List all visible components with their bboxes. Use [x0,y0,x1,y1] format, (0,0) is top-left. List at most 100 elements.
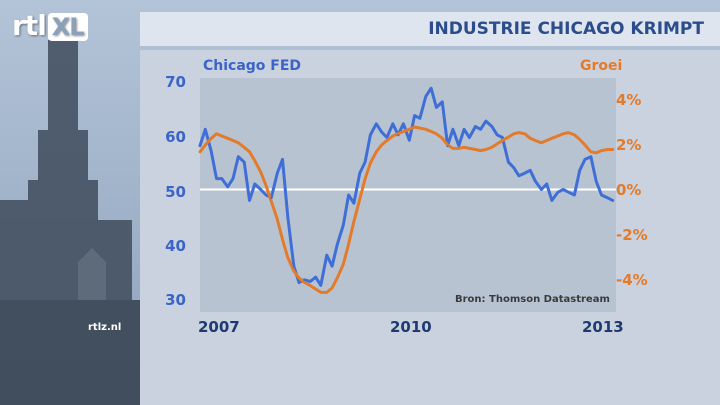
data-point-chicago-fed [303,278,306,282]
data-point-chicago-fed [380,130,383,134]
data-point-groei [545,139,548,142]
data-point-groei [248,150,251,153]
data-point-chicago-fed [594,180,598,183]
data-point-chicago-fed [276,171,279,175]
data-point-groei [451,147,455,150]
data-point-groei [490,146,494,149]
data-point-groei [507,135,510,139]
y-left-tick: 70 [165,73,186,91]
data-point-groei [363,177,367,180]
data-point-groei [276,218,279,221]
data-point-chicago-fed [523,171,527,175]
data-point-chicago-fed [424,95,428,98]
data-point-groei [534,139,537,142]
data-point-chicago-fed [220,177,223,180]
data-point-groei [418,126,422,130]
data-point-groei [215,132,218,135]
data-point-chicago-fed [358,171,361,175]
data-point-chicago-fed [517,174,521,178]
data-point-groei [319,291,323,294]
data-point-chicago-fed [413,114,416,117]
data-point-groei [309,284,312,287]
data-point-groei [523,132,527,135]
data-point-chicago-fed [286,215,290,219]
data-point-groei [391,134,395,138]
data-point-groei [561,132,565,135]
source-note: Bron: Thomson Datastream [455,294,610,305]
left-axis-label: Chicago FED [203,58,302,74]
y-right-tick: -4% [616,271,648,289]
data-point-chicago-fed [264,193,268,197]
data-point-chicago-fed [474,125,477,128]
x-tick-label: 2007 [198,318,240,336]
data-point-chicago-fed [418,117,422,120]
data-point-groei [330,286,334,290]
data-point-chicago-fed [375,122,378,126]
data-point-groei [413,125,416,129]
data-point-groei [600,149,603,152]
y-left-tick: 50 [165,183,186,201]
data-point-groei [281,238,284,241]
data-point-groei [408,128,411,131]
data-point-groei [540,141,543,144]
data-point-chicago-fed [363,160,367,164]
data-point-groei [517,131,521,134]
data-point-groei [270,200,273,203]
data-point-chicago-fed [204,128,207,131]
data-point-chicago-fed [297,281,301,284]
data-point-chicago-fed [528,169,532,172]
data-point-groei [369,161,372,165]
data-point-groei [512,132,515,135]
data-point-chicago-fed [270,196,273,199]
data-point-chicago-fed [292,264,295,268]
data-point-groei [204,143,207,147]
data-point-chicago-fed [611,199,614,202]
data-point-groei [528,137,532,140]
data-point-chicago-fed [248,199,251,202]
data-point-chicago-fed [237,155,240,158]
data-point-chicago-fed [325,254,328,257]
data-point-chicago-fed [402,122,405,126]
data-point-groei [462,146,466,149]
channel-logo: rtl XL [12,8,124,44]
title-banner: INDUSTRIE CHICAGO KRIMPT [140,12,720,46]
chart-title: INDUSTRIE CHICAGO KRIMPT [428,19,704,39]
data-point-groei [347,242,350,246]
x-tick-label: 2013 [582,318,624,336]
data-point-chicago-fed [342,223,345,227]
data-point-chicago-fed [606,196,609,199]
data-point-chicago-fed [457,144,461,147]
data-point-chicago-fed [484,119,488,123]
data-point-groei [583,143,587,147]
data-point-chicago-fed [468,136,471,139]
data-point-groei [474,148,477,151]
data-point-groei [336,276,339,279]
data-point-chicago-fed [540,188,543,191]
data-point-chicago-fed [319,284,323,287]
data-point-groei [550,137,554,140]
data-point-chicago-fed [253,182,257,186]
data-point-groei [292,269,295,273]
data-point-chicago-fed [501,136,504,139]
data-point-groei [264,184,268,187]
data-point-chicago-fed [490,125,494,128]
data-point-chicago-fed [198,144,202,147]
data-point-chicago-fed [435,106,438,109]
data-point-groei [259,170,262,174]
data-point-groei [220,134,223,138]
data-point-groei [297,276,301,279]
data-point-chicago-fed [281,158,284,161]
data-point-groei [441,137,444,140]
data-point-chicago-fed [369,133,372,136]
data-point-chicago-fed [512,166,515,169]
data-point-chicago-fed [495,133,499,136]
data-point-groei [611,148,614,151]
data-point-chicago-fed [589,155,593,158]
data-point-chicago-fed [583,158,587,161]
data-point-groei [457,147,461,150]
data-point-groei [446,143,449,147]
data-point-chicago-fed [215,177,218,180]
y-right-tick: 0% [616,181,642,199]
data-point-chicago-fed [578,169,581,172]
